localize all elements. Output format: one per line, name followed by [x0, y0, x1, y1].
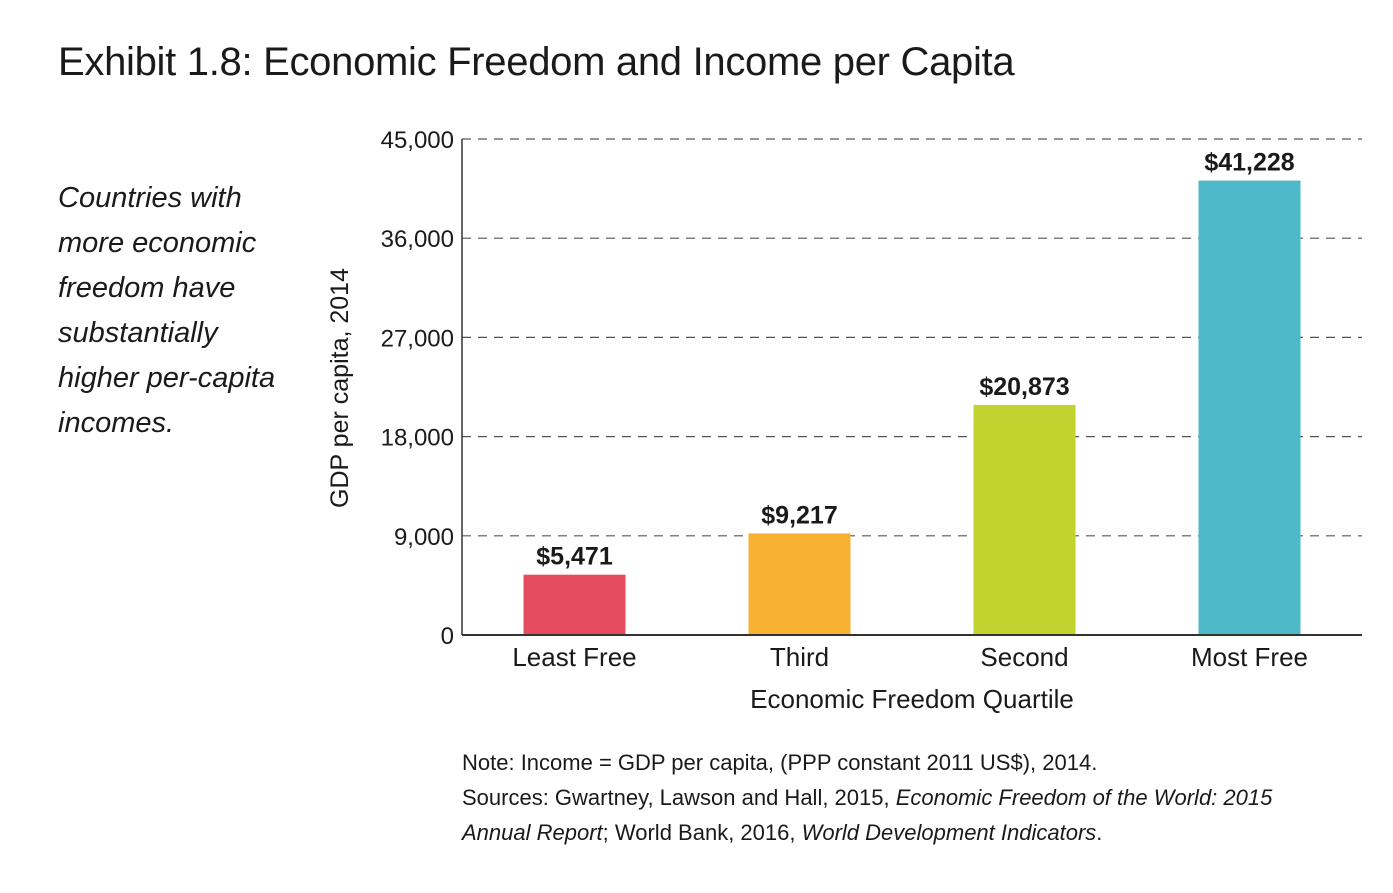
y-tick-label: 9,000 — [394, 524, 454, 551]
bar — [1198, 180, 1301, 636]
bar-value-label: $41,228 — [1204, 149, 1294, 177]
bar-value-label: $20,873 — [979, 373, 1069, 401]
bar-value-label: $5,471 — [536, 543, 613, 571]
callout-line: incomes. — [58, 407, 175, 439]
x-axis-ticks: Least Free Third Second Most Free — [512, 642, 1308, 672]
callout-text: Countries with more economic freedom hav… — [58, 176, 308, 446]
x-tick-label: Second — [980, 642, 1068, 672]
bar — [523, 574, 626, 635]
bar — [973, 404, 1076, 635]
bar-value-label: $9,217 — [761, 501, 837, 529]
callout-line: Countries with — [58, 182, 242, 214]
source-title: Annual Report — [462, 820, 603, 845]
page-title: Exhibit 1.8: Economic Freedom and Income… — [58, 40, 1015, 84]
bar — [748, 533, 851, 635]
axes — [461, 139, 1362, 636]
x-tick-label: Third — [770, 642, 829, 672]
y-axis-ticks: 0 9,000 18,000 27,000 36,000 45,000 — [381, 127, 454, 650]
y-axis-label: GDP per capita, 2014 — [326, 268, 354, 508]
source-note: Note: Income = GDP per capita, (PPP cons… — [462, 745, 1272, 850]
callout-line: freedom have — [58, 272, 236, 304]
source-title: Economic Freedom of the World: 2015 — [895, 785, 1273, 810]
sources-text: ; World Bank, 2016, — [602, 820, 802, 845]
y-tick-label: 27,000 — [381, 325, 454, 352]
sources-line: Sources: Gwartney, Lawson and Hall, 2015… — [462, 780, 1272, 815]
y-tick-label: 0 — [441, 623, 454, 650]
bars: $5,471 $9,217 $20,873 $41,228 — [523, 149, 1301, 636]
x-tick-label: Least Free — [512, 642, 636, 672]
source-title: World Development Indicators — [801, 820, 1097, 845]
x-axis-label: Economic Freedom Quartile — [750, 684, 1074, 714]
gridlines — [462, 138, 1362, 537]
callout-line: substantially — [58, 317, 218, 349]
sources-text: Sources: Gwartney, Lawson and Hall, 2015… — [462, 785, 896, 810]
callout-line: more economic — [58, 227, 257, 259]
note-line: Note: Income = GDP per capita, (PPP cons… — [462, 750, 1098, 775]
x-tick-label: Most Free — [1191, 642, 1308, 672]
sources-line-2: Annual Report; World Bank, 2016, World D… — [462, 815, 1272, 850]
y-tick-label: 36,000 — [381, 226, 454, 253]
y-tick-label: 45,000 — [381, 127, 454, 154]
y-tick-label: 18,000 — [381, 425, 454, 452]
callout-line: higher per-capita — [58, 362, 276, 394]
sources-text: . — [1096, 820, 1103, 845]
